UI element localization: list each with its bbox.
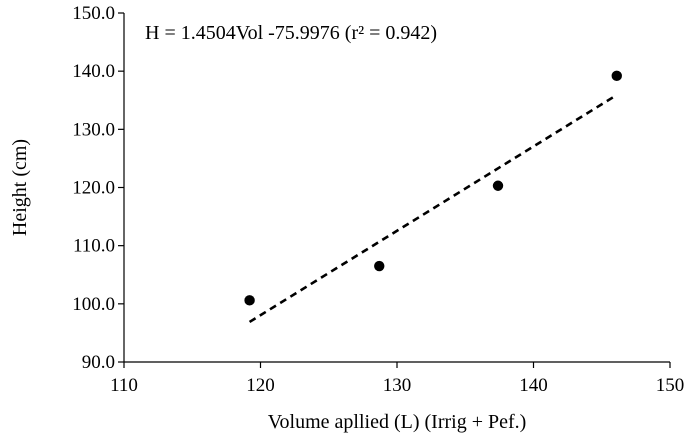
x-axis-title: Volume apllied (L) (Irrig + Pef.) xyxy=(268,411,527,433)
y-tick-label: 130.0 xyxy=(72,119,115,140)
x-tick-label: 150 xyxy=(656,375,685,396)
data-point xyxy=(374,260,385,272)
y-axis-title: Height (cm) xyxy=(9,139,31,236)
y-tick-label: 110.0 xyxy=(73,236,115,257)
regression-equation: H = 1.4504Vol -75.9976 (r² = 0.942) xyxy=(145,22,437,44)
trendline-group xyxy=(248,93,618,324)
y-tick-label: 90.0 xyxy=(82,352,115,373)
y-tick-label: 150.0 xyxy=(72,3,115,24)
x-tick-label: 110 xyxy=(110,375,138,396)
trendline xyxy=(248,93,618,324)
y-tick-label: 140.0 xyxy=(72,61,115,82)
y-tick-label: 120.0 xyxy=(72,178,115,199)
x-tick-label: 120 xyxy=(246,375,275,396)
x-ticks: 110 120 130 140 150 xyxy=(110,362,684,396)
axes xyxy=(123,13,670,363)
data-points xyxy=(244,70,622,306)
x-tick-label: 130 xyxy=(383,375,412,396)
data-point xyxy=(244,295,255,306)
y-ticks: 90.0 100.0 110.0 120.0 130.0 140.0 150.0 xyxy=(72,3,124,373)
data-point xyxy=(611,70,622,82)
data-point xyxy=(492,180,504,191)
y-tick-label: 100.0 xyxy=(72,294,115,315)
x-tick-label: 140 xyxy=(519,375,548,396)
